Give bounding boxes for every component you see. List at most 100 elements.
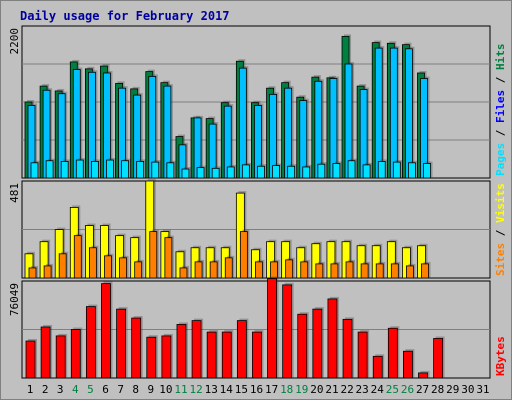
bar-kbytes — [372, 354, 385, 379]
day-label: 9 — [148, 383, 155, 396]
bar-pages — [181, 167, 191, 179]
day-label: 21 — [325, 383, 338, 396]
day-label: 23 — [356, 383, 369, 396]
side-legend: KBytes — [494, 336, 507, 376]
bar-kbytes — [418, 370, 430, 379]
bar-kbytes — [25, 339, 37, 379]
bar-pages — [45, 158, 56, 179]
bar-pages — [121, 158, 131, 179]
bar-pages — [302, 164, 312, 179]
day-label: 15 — [235, 383, 248, 396]
day-label: 19 — [295, 383, 308, 396]
bar-kbytes — [282, 282, 294, 379]
bar-pages — [317, 162, 327, 179]
bar-kbytes — [312, 307, 324, 379]
day-label: 8 — [132, 383, 139, 396]
bar-kbytes — [403, 349, 415, 379]
day-label: 30 — [461, 383, 474, 396]
panel-kbytes: 76049 KBytes — [8, 276, 507, 379]
bar-sites — [224, 255, 235, 279]
bar-sites — [255, 259, 265, 279]
bar-pages — [392, 160, 403, 179]
panel-visits-sites: 481 Sites / Visits — [8, 179, 507, 279]
day-label: 10 — [159, 383, 172, 396]
bar-pages — [196, 165, 207, 179]
bar-pages — [332, 161, 342, 179]
panel-hits-files-pages: 2200 Pages / Files / Hits — [8, 25, 507, 179]
legend-part-2: Files — [494, 90, 507, 123]
bar-kbytes — [55, 333, 68, 379]
y-max-label: 481 — [8, 183, 21, 203]
bar-files — [405, 46, 415, 179]
bar-sites — [88, 245, 99, 279]
bar-pages — [211, 166, 222, 179]
bar-pages — [90, 159, 101, 179]
legend-part-0: Sites — [494, 243, 507, 276]
bar-pages — [257, 164, 267, 179]
bar-pages — [377, 159, 388, 179]
bar-sites — [104, 253, 114, 279]
side-legend: Sites / Visits — [494, 183, 507, 276]
day-label: 29 — [446, 383, 459, 396]
bar-sites — [300, 259, 310, 279]
bar-pages — [408, 160, 418, 179]
bar-kbytes — [101, 281, 113, 379]
bar-kbytes — [252, 330, 264, 379]
bar-pages — [75, 158, 86, 179]
bar-sites — [421, 261, 431, 279]
bar-sites — [390, 261, 401, 279]
y-max-label: 76049 — [8, 283, 21, 316]
day-label: 14 — [220, 383, 234, 396]
bar-sites — [73, 233, 84, 279]
bar-kbytes — [236, 318, 249, 379]
bar-pages — [241, 162, 252, 179]
legend-part-1: / — [494, 223, 507, 243]
day-label: 17 — [265, 383, 278, 396]
bar-kbytes — [267, 276, 279, 379]
day-label: 27 — [416, 383, 429, 396]
day-label: 5 — [87, 383, 94, 396]
day-label: 16 — [250, 383, 263, 396]
day-label: 26 — [401, 383, 414, 396]
bar-kbytes — [433, 336, 445, 379]
legend-part-2: Visits — [494, 183, 507, 223]
bar-kbytes — [146, 335, 158, 379]
bar-sites — [239, 229, 250, 279]
day-label: 1 — [27, 383, 34, 396]
bar-pages — [226, 164, 237, 179]
bar-kbytes — [387, 326, 400, 379]
day-label: 6 — [102, 383, 109, 396]
bar-files — [284, 86, 294, 179]
bar-files — [374, 46, 385, 179]
bar-kbytes — [297, 312, 309, 379]
bar-sites — [345, 259, 356, 279]
day-label: 18 — [280, 383, 293, 396]
legend-part-3: / — [494, 70, 507, 90]
bar-kbytes — [327, 296, 339, 379]
day-label: 22 — [340, 383, 353, 396]
bar-sites — [149, 229, 159, 279]
legend-part-4: Hits — [494, 44, 507, 71]
bar-kbytes — [131, 316, 143, 379]
bar-pages — [60, 159, 71, 179]
bar-pages — [136, 159, 146, 179]
bar-sites — [164, 235, 174, 279]
bar-kbytes — [40, 324, 53, 379]
bar-kbytes — [342, 317, 355, 379]
bar-kbytes — [116, 307, 128, 379]
legend-part-0: Pages — [494, 143, 507, 176]
side-legend: Pages / Files / Hits — [494, 44, 507, 177]
bar-sites — [134, 259, 144, 279]
chart-title: Daily usage for February 2017 — [20, 9, 230, 23]
bar-pages — [347, 158, 358, 179]
day-label: 24 — [371, 383, 385, 396]
day-label: 20 — [310, 383, 323, 396]
day-label: 25 — [386, 383, 399, 396]
day-label: 13 — [205, 383, 218, 396]
day-label: 7 — [117, 383, 124, 396]
bar-sites — [270, 259, 280, 279]
day-label: 28 — [431, 383, 444, 396]
bar-kbytes — [221, 330, 234, 379]
bar-sites — [375, 261, 386, 279]
